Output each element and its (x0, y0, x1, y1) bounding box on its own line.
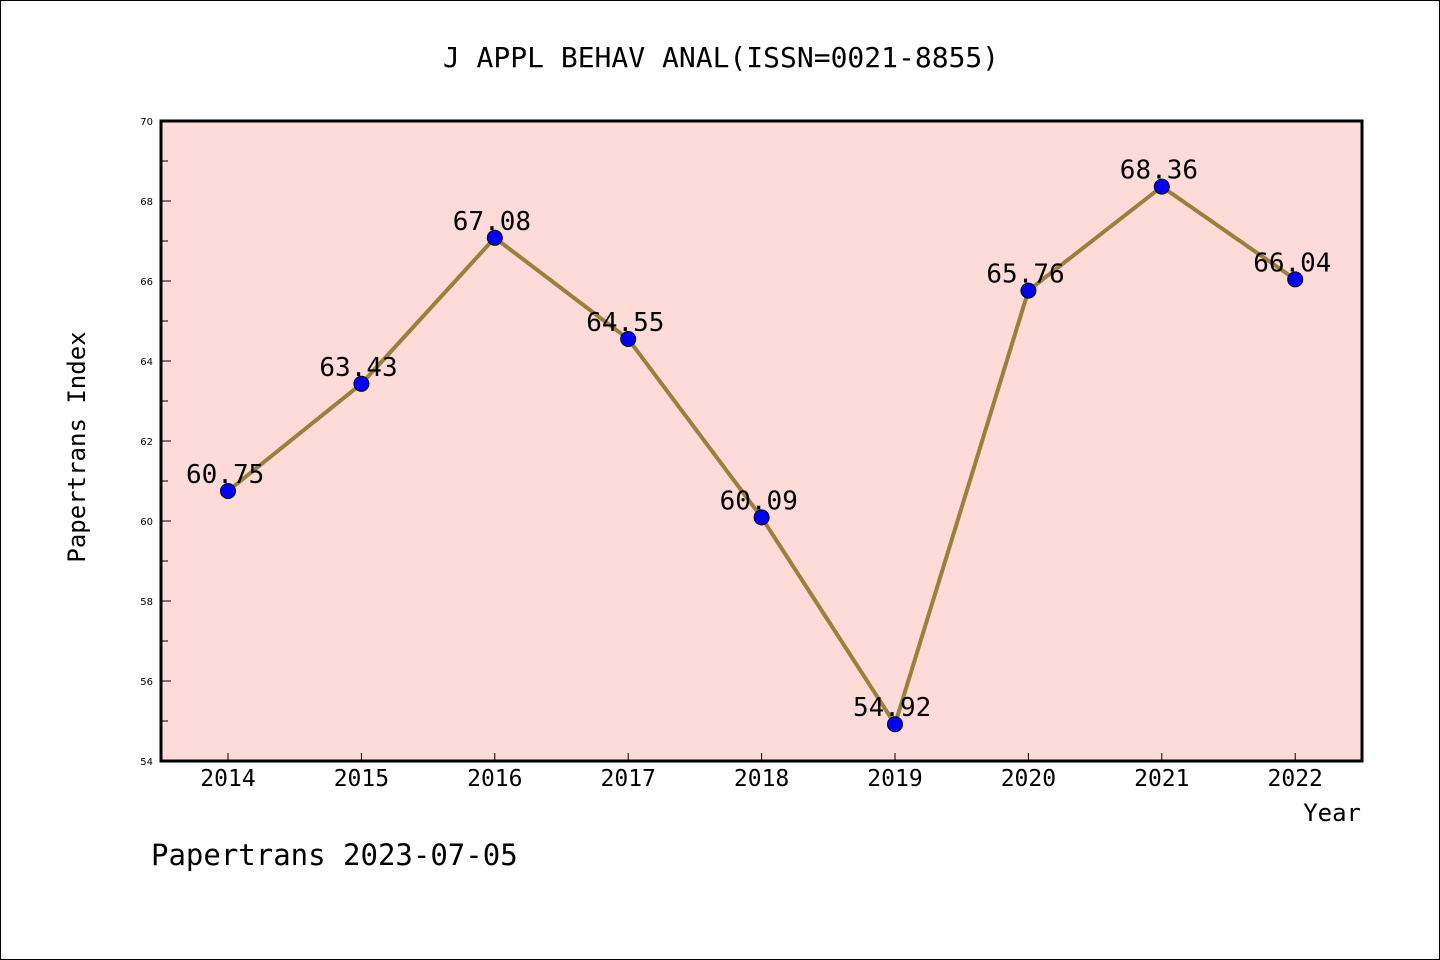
y-tick-label: 56 (140, 677, 153, 688)
data-point (220, 483, 236, 499)
plot-area (159, 119, 1364, 763)
footer-text: Papertrans 2023-07-05 (151, 838, 518, 872)
x-tick-label: 2014 (200, 766, 255, 792)
y-tick-label: 68 (140, 197, 153, 208)
x-tick-label: 2016 (467, 766, 522, 792)
data-point (353, 375, 370, 392)
x-tick-label: 2015 (334, 766, 389, 792)
data-point (1153, 178, 1170, 195)
y-tick-label: 58 (140, 597, 153, 608)
y-tick-label: 64 (140, 357, 153, 368)
y-tick-label: 70 (140, 117, 153, 128)
y-tick-label: 62 (140, 437, 153, 448)
data-point (1287, 271, 1304, 288)
chart-title: J APPL BEHAV ANAL(ISSN=0021-8855) (443, 41, 999, 74)
y-tick-label: 60 (140, 517, 153, 528)
data-point (620, 331, 637, 347)
data-point (887, 716, 903, 733)
x-tick-label: 2019 (867, 766, 922, 792)
data-point (753, 509, 770, 526)
data-point (1020, 282, 1037, 299)
x-tick-label: 2017 (601, 766, 656, 792)
y-tick-label: 54 (140, 757, 153, 768)
y-axis-label: Papertrans Index (63, 331, 91, 562)
x-tick-label: 2022 (1268, 766, 1323, 792)
x-axis-label: Year (1303, 799, 1361, 827)
x-tick-label: 2018 (734, 766, 789, 792)
data-point (486, 229, 503, 246)
y-tick-label: 66 (140, 277, 153, 288)
x-tick-label: 2021 (1134, 766, 1189, 792)
x-tick-label: 2020 (1001, 766, 1056, 792)
